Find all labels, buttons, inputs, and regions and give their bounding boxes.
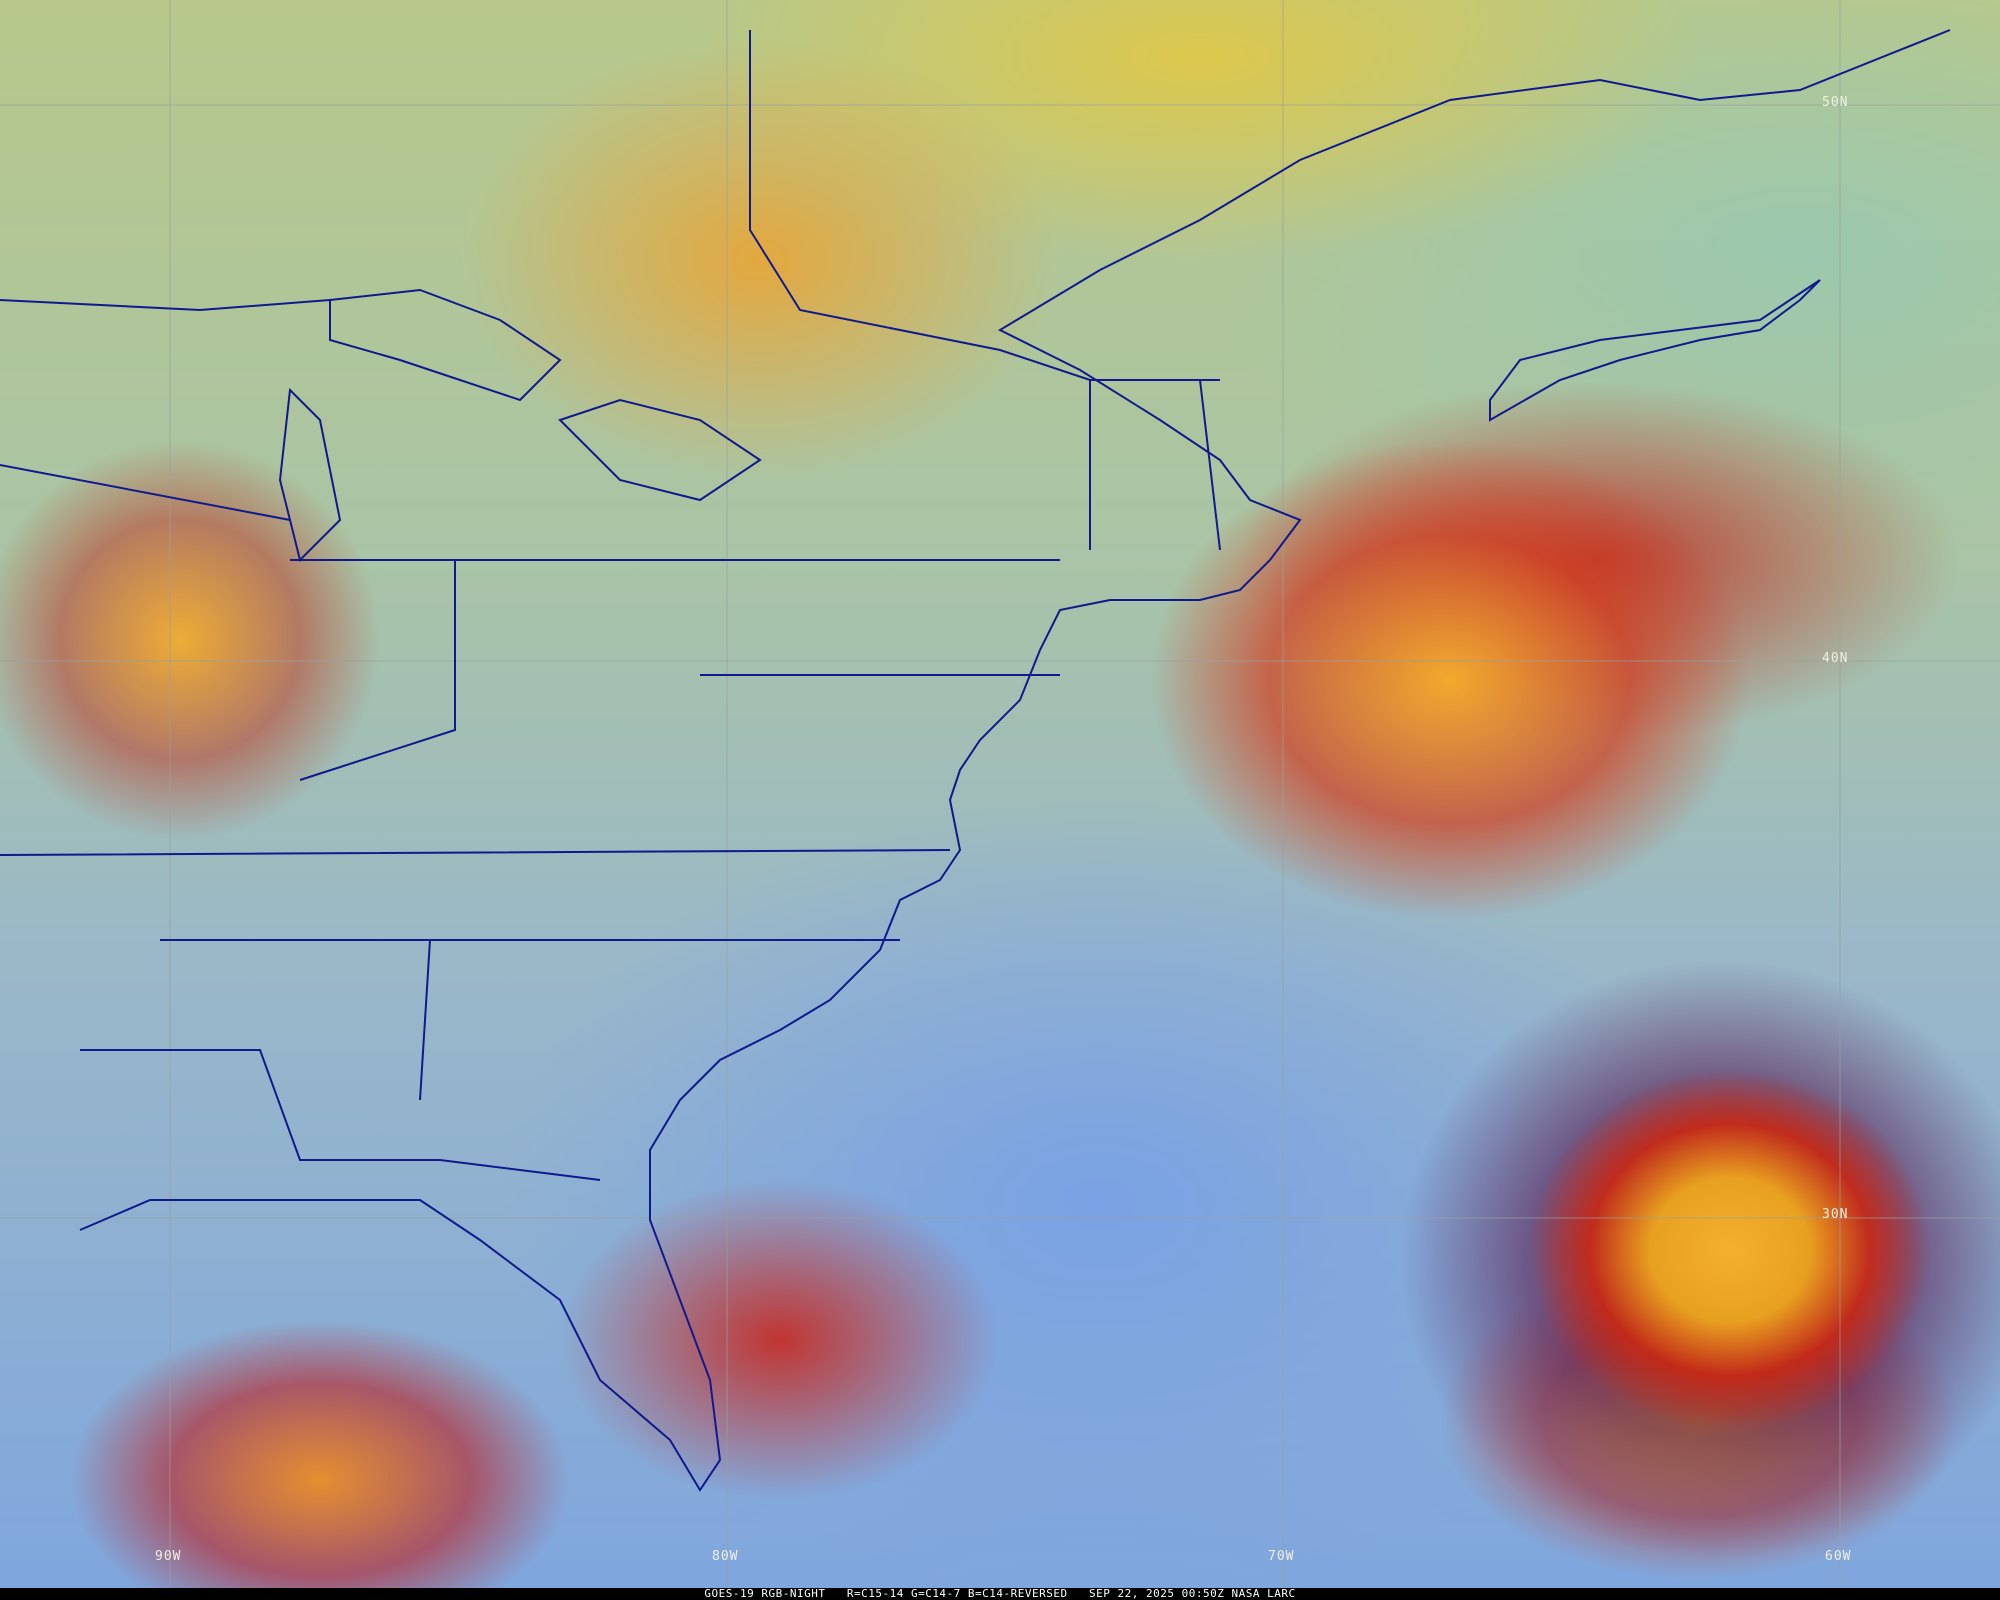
caption-satellite: GOES-19 RGB-NIGHT	[704, 1587, 826, 1600]
lat-label-30n: 30N	[1822, 1207, 1849, 1222]
lon-label-70w: 70W	[1268, 1549, 1295, 1564]
great-lakes	[278, 288, 762, 562]
lat-label-50n: 50N	[1822, 95, 1849, 110]
nova-scotia	[1489, 279, 1821, 422]
canada-coastline	[997, 29, 1951, 561]
lon-label-80w: 80W	[712, 1549, 739, 1564]
us-canada-border	[0, 30, 1220, 381]
state-lines	[0, 379, 1221, 1181]
lon-label-60w: 60W	[1825, 1549, 1852, 1564]
us-east-coastline	[79, 559, 1271, 1492]
lat-label-40n: 40N	[1822, 651, 1849, 666]
lon-label-90w: 90W	[155, 1549, 182, 1564]
caption-channels: R=C15-14 G=C14-7 B=C14-REVERSED	[846, 1587, 1068, 1600]
boundaries	[0, 29, 1951, 1492]
image-caption-bar: GOES-19 RGB-NIGHT R=C15-14 G=C14-7 B=C14…	[0, 1588, 2000, 1600]
caption-datetime: SEP 22, 2025 00:50Z	[1089, 1587, 1225, 1600]
caption-credit: NASA LARC	[1231, 1587, 1296, 1600]
